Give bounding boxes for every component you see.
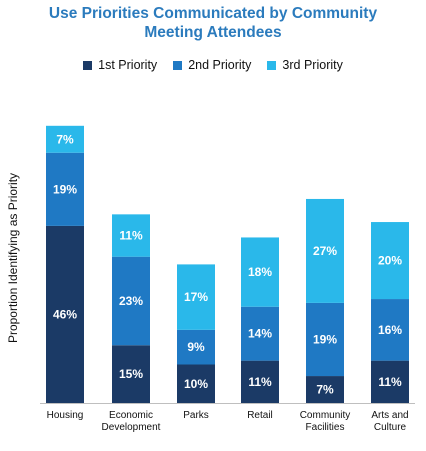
data-label-community-facilities-3rd-priority: 27% (313, 244, 337, 258)
category-label-arts-and-culture: Arts and Culture (350, 410, 426, 434)
bar-arts-and-culture-1st-priority (371, 360, 409, 403)
bar-economic-development-1st-priority (112, 345, 150, 403)
data-label-retail-2nd-priority: 14% (248, 327, 272, 341)
chart-legend: 1st Priority 2nd Priority 3rd Priority (0, 58, 426, 72)
category-label-line: Economic (109, 410, 153, 421)
bar-retail-2nd-priority (241, 306, 279, 361)
bar-retail-3rd-priority (241, 237, 279, 307)
data-label-community-facilities-2nd-priority: 19% (313, 332, 337, 346)
legend-label-2nd-priority: 2nd Priority (188, 58, 252, 72)
category-label-line: Retail (247, 410, 273, 421)
data-label-parks-3rd-priority: 17% (184, 290, 208, 304)
data-label-economic-development-3rd-priority: 11% (119, 229, 143, 243)
bar-economic-development-2nd-priority (112, 256, 150, 346)
data-label-retail-1st-priority: 11% (248, 375, 272, 389)
chart-title-line-1: Use Priorities Communicated by Community (48, 5, 378, 22)
data-label-economic-development-1st-priority: 15% (119, 367, 143, 381)
bar-arts-and-culture-2nd-priority (371, 299, 409, 361)
category-label-economic-development: Economic Development (91, 410, 171, 434)
bar-parks-3rd-priority (177, 264, 215, 330)
legend-item-3rd-priority: 3rd Priority (267, 58, 343, 72)
data-label-housing-1st-priority: 46% (53, 307, 77, 321)
bar-housing-2nd-priority (46, 152, 84, 226)
bar-housing-3rd-priority (46, 125, 84, 153)
category-label-line: Culture (373, 422, 407, 433)
category-label-line: Arts and (371, 410, 409, 421)
chart-title-line-2: Meeting Attendees (144, 24, 282, 41)
data-label-arts-and-culture-2nd-priority: 16% (378, 323, 402, 337)
category-label-parks: Parks (156, 410, 236, 422)
category-label-line: Community (299, 410, 351, 421)
data-label-retail-3rd-priority: 18% (248, 265, 272, 279)
data-label-community-facilities-1st-priority: 7% (316, 383, 334, 397)
category-label-line: Facilities (305, 422, 345, 433)
category-label-housing: Housing (25, 410, 105, 422)
legend-swatch-2nd-priority (173, 60, 183, 70)
legend-item-1st-priority: 1st Priority (83, 58, 157, 72)
bar-parks-2nd-priority (177, 329, 215, 365)
category-label-line: Development (101, 422, 161, 433)
data-label-economic-development-2nd-priority: 23% (119, 294, 143, 308)
bar-economic-development-3rd-priority (112, 214, 150, 257)
data-label-arts-and-culture-1st-priority: 11% (378, 375, 402, 389)
bar-housing-1st-priority (46, 225, 84, 403)
category-label-line: Parks (183, 410, 209, 421)
category-label-retail: Retail (220, 410, 300, 422)
data-label-parks-1st-priority: 10% (184, 377, 208, 391)
category-label-line: Housing (46, 410, 84, 421)
legend-label-1st-priority: 1st Priority (98, 58, 158, 72)
bar-arts-and-culture-3rd-priority (371, 222, 409, 300)
legend-item-2nd-priority: 2nd Priority (173, 58, 251, 72)
chart-title: Use Priorities Communicated by Community… (0, 4, 426, 42)
legend-label-3rd-priority: 3rd Priority (282, 58, 343, 72)
bar-community-facilities-3rd-priority (306, 198, 344, 303)
category-label-community-facilities: Community Facilities (285, 410, 365, 434)
bar-community-facilities-1st-priority (306, 376, 344, 403)
data-label-housing-3rd-priority: 7% (56, 132, 74, 146)
data-label-parks-2nd-priority: 9% (187, 340, 205, 354)
data-label-housing-2nd-priority: 19% (53, 182, 77, 196)
legend-swatch-1st-priority (83, 60, 93, 70)
legend-swatch-3rd-priority (267, 60, 277, 70)
data-label-arts-and-culture-3rd-priority: 20% (378, 254, 402, 268)
bar-parks-1st-priority (177, 364, 215, 403)
bar-retail-1st-priority (241, 360, 279, 403)
bar-community-facilities-2nd-priority (306, 302, 344, 377)
